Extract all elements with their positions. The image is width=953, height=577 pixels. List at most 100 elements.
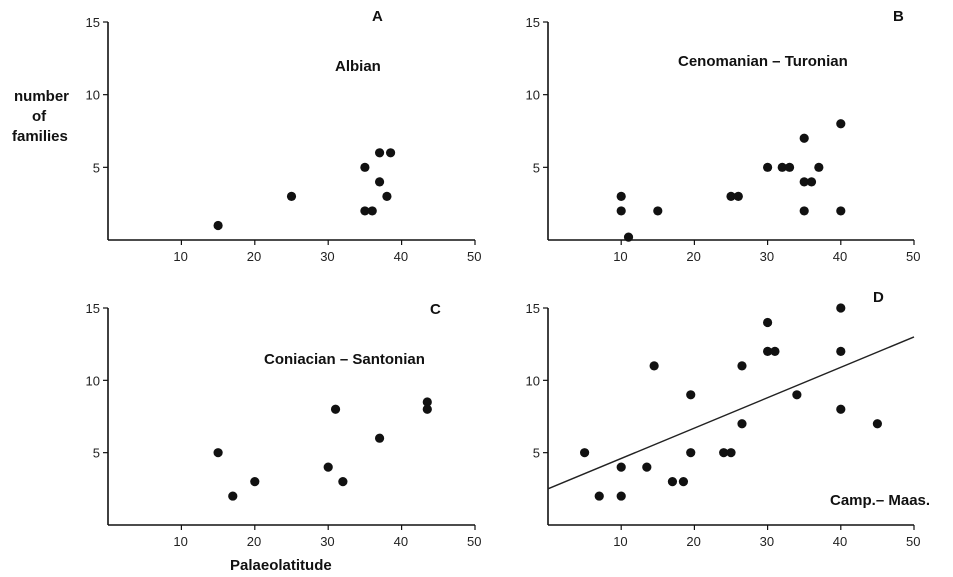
y-tick-label: 15 [86,15,100,30]
data-point [616,462,626,472]
x-tick-label: 50 [467,249,481,264]
data-point [836,404,846,414]
data-point [323,462,333,472]
data-point [367,206,377,216]
y-tick-label: 5 [533,446,540,461]
data-point [228,491,238,501]
regression-line [547,336,915,490]
data-point [623,232,634,242]
data-point [642,462,652,472]
panel-title: Albian [335,58,381,75]
data-point [814,162,824,172]
data-point [616,191,626,201]
panel-title: Cenomanian – Turonian [678,53,848,70]
panel-title: Camp.– Maas. [830,492,930,509]
data-point [667,477,678,487]
panel-label: D [873,289,884,306]
x-tick-label: 30 [320,249,334,264]
data-point [726,191,736,201]
y-tick-label: 5 [93,160,100,175]
data-point [799,206,809,216]
data-point [374,148,385,158]
x-tick-label: 10 [173,249,187,264]
data-point [649,361,659,371]
data-point [719,448,729,458]
data-point [616,491,626,501]
x-tick-label: 20 [686,249,700,264]
data-point [422,404,432,414]
data-point [616,206,626,216]
data-point [382,191,392,201]
data-point [733,191,743,201]
y-tick-label: 10 [526,88,540,103]
y-axis-label-line-3: families [12,128,68,145]
data-point [686,448,696,458]
x-tick-label: 10 [613,534,627,549]
panel-label: A [372,8,383,25]
x-tick-label: 30 [760,534,774,549]
x-tick-label: 20 [247,249,261,264]
x-tick-label: 50 [906,534,920,549]
x-tick-label: 50 [906,249,920,264]
data-point [836,119,846,129]
data-point [792,390,802,400]
data-point [726,448,736,458]
x-tick-label: 30 [760,249,774,264]
data-point [872,419,883,429]
data-point [385,148,396,158]
data-point [763,346,773,356]
x-axis-label: Palaeolatitude [230,557,332,574]
x-tick-label: 40 [394,249,408,264]
panel-label: C [430,301,441,318]
data-point [784,162,795,172]
panel-label: B [893,8,904,25]
x-tick-label: 40 [833,249,847,264]
y-tick-label: 5 [533,160,540,175]
data-point [799,177,809,187]
data-point [374,433,385,443]
data-point [360,162,370,172]
data-point [213,448,223,458]
y-tick-label: 5 [93,446,100,461]
x-tick-label: 20 [247,534,261,549]
y-axis-label-line-1: number [14,88,69,105]
y-tick-label: 10 [86,88,100,103]
x-tick-label: 20 [686,534,700,549]
panel-C: 10 20 30 40 50 5 10 15 C Coniacian – Santonian [86,301,482,549]
y-tick-label: 15 [86,301,100,316]
data-point [806,177,817,187]
data-point [777,162,787,172]
data-point [836,303,846,313]
data-point [763,162,773,172]
x-tick-label: 40 [394,534,408,549]
data-point [338,477,348,487]
x-tick-label: 30 [320,534,334,549]
panel-D: 10 20 30 40 50 5 10 15 D Camp.– Maas. [526,289,931,549]
data-point [836,206,846,216]
data-point [686,390,696,400]
data-point [737,419,747,429]
data-point [250,477,260,487]
data-point [330,404,341,414]
data-point [422,397,432,407]
x-tick-label: 50 [467,534,481,549]
data-point [770,346,780,356]
x-tick-label: 10 [173,534,187,549]
y-tick-label: 10 [86,373,100,388]
data-point [799,133,809,143]
y-axis-label-line-2: of [32,108,47,125]
data-point [286,191,297,201]
data-point [763,317,773,328]
y-tick-label: 15 [526,15,540,30]
data-point [580,448,590,458]
panel-A: 10 20 30 40 50 5 10 15 A Albian [86,8,482,264]
data-point [374,177,385,187]
data-point [653,206,663,216]
y-tick-label: 10 [526,373,540,388]
x-tick-label: 40 [833,534,847,549]
data-point [360,206,370,216]
data-point [737,361,747,371]
panel-title: Coniacian – Santonian [264,351,425,368]
y-tick-label: 15 [526,301,540,316]
